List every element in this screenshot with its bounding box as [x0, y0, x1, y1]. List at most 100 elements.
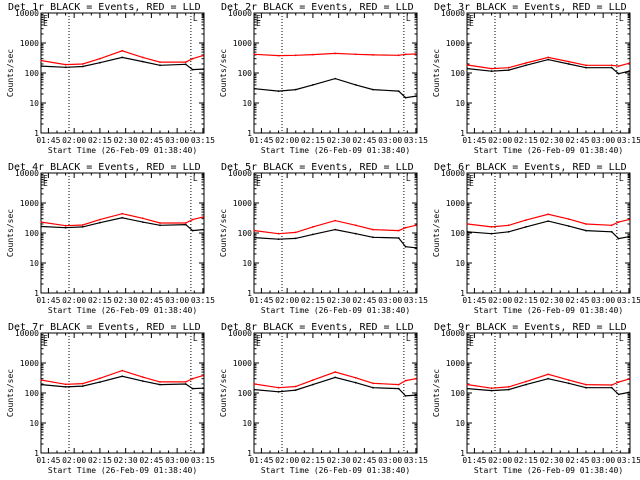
data-point: [415, 394, 417, 396]
x-tick-label: 03:00: [165, 136, 189, 145]
y-tick-label: 1: [460, 289, 465, 298]
data-point: [294, 389, 297, 391]
y-tick-label: 1000: [233, 359, 252, 368]
y-axis-label: Counts/sec: [219, 209, 228, 257]
data-point: [277, 390, 280, 393]
data-point: [547, 220, 550, 223]
data-point: [507, 388, 510, 391]
x-tick-label: 02:30: [327, 296, 351, 305]
data-point: [525, 226, 527, 228]
data-point: [397, 383, 400, 386]
x-tick-label: 03:15: [617, 456, 640, 465]
data-point: [628, 218, 630, 221]
data-point: [490, 232, 493, 235]
flag-marker: E: [256, 174, 261, 183]
data-point: [354, 232, 357, 235]
flag-marker: L: [619, 174, 624, 183]
data-point: [547, 377, 550, 380]
data-point: [334, 371, 337, 373]
data-point: [40, 221, 43, 224]
data-point: [628, 62, 630, 65]
plot-frame: [40, 12, 205, 134]
data-point: [253, 388, 256, 391]
x-tick-label: 03:15: [617, 136, 640, 145]
x-tick-label: 02:30: [114, 136, 138, 145]
data-point: [372, 54, 374, 56]
data-point: [585, 229, 587, 232]
data-point: [617, 72, 620, 75]
x-tick-label: 02:30: [114, 456, 138, 465]
series-line: [254, 371, 417, 389]
x-tick-label: 03:15: [191, 456, 215, 465]
data-point: [159, 383, 161, 386]
data-point: [184, 61, 187, 63]
data-point: [141, 221, 144, 224]
data-point: [121, 216, 124, 219]
data-point: [628, 391, 630, 394]
data-point: [617, 393, 620, 396]
flag-marker: L: [193, 334, 198, 343]
y-tick-label: 1: [247, 449, 252, 458]
data-point: [253, 383, 256, 385]
data-point: [415, 377, 417, 380]
data-point: [141, 380, 144, 382]
data-point: [610, 386, 613, 389]
y-tick-label: 1: [34, 129, 39, 138]
y-tick-label: 1000: [20, 359, 39, 368]
flag-marker: E: [469, 334, 474, 343]
data-point: [64, 66, 67, 69]
y-tick-label: 10: [29, 99, 39, 108]
data-point: [64, 224, 67, 227]
series-line: [254, 77, 416, 99]
data-point: [64, 226, 67, 229]
flag-marker: E: [256, 339, 261, 348]
data-point: [372, 386, 374, 389]
x-tick-label: 02:15: [301, 456, 325, 465]
data-point: [490, 226, 493, 228]
data-point: [191, 218, 194, 221]
data-point: [404, 379, 407, 382]
x-tick-label: 03:00: [165, 456, 189, 465]
panel-title: Det 4r BLACK = Events, RED = LLD: [8, 162, 201, 173]
y-axis-label: Counts/sec: [432, 49, 441, 97]
series-line: [467, 56, 630, 70]
data-point: [312, 233, 314, 236]
panel: Det 4r BLACK = Events, RED = LLD 1 10 100 10…: [6, 162, 215, 315]
y-tick-label: 10000: [441, 9, 465, 18]
y-tick-label: 10: [29, 259, 39, 268]
data-point: [397, 229, 400, 232]
x-tick-label: 02:00: [488, 296, 512, 305]
data-point: [525, 64, 527, 67]
y-axis-label: Counts/sec: [432, 369, 441, 417]
data-point: [191, 57, 194, 60]
y-tick-label: 1: [34, 289, 39, 298]
data-point: [81, 385, 84, 387]
data-point: [99, 218, 101, 221]
data-point: [81, 226, 84, 228]
x-axis-label: Start Time (26-Feb-09 01:38:40): [474, 146, 623, 155]
y-tick-label: 10: [455, 419, 465, 428]
data-point: [312, 53, 314, 56]
data-point: [277, 232, 280, 235]
plot-frame: [466, 332, 631, 454]
x-axis-label: Start Time (26-Feb-09 01:38:40): [261, 466, 410, 475]
x-tick-label: 03:15: [404, 136, 428, 145]
data-point: [525, 380, 527, 383]
data-point: [159, 224, 161, 227]
data-point: [202, 54, 204, 57]
data-point: [191, 68, 194, 71]
y-tick-label: 1: [34, 449, 39, 458]
y-tick-label: 10000: [441, 329, 465, 338]
data-point: [610, 66, 613, 69]
y-axis-label: Counts/sec: [6, 369, 15, 417]
data-point: [121, 212, 124, 215]
flag-marker: L: [406, 14, 411, 23]
y-tick-label: 10000: [228, 329, 252, 338]
x-tick-label: 02:45: [352, 136, 376, 145]
x-tick-label: 02:45: [565, 296, 589, 305]
data-point: [81, 382, 84, 385]
y-tick-label: 10000: [441, 169, 465, 178]
data-point: [312, 383, 314, 386]
y-tick-label: 10: [242, 259, 252, 268]
x-tick-label: 02:00: [275, 456, 299, 465]
